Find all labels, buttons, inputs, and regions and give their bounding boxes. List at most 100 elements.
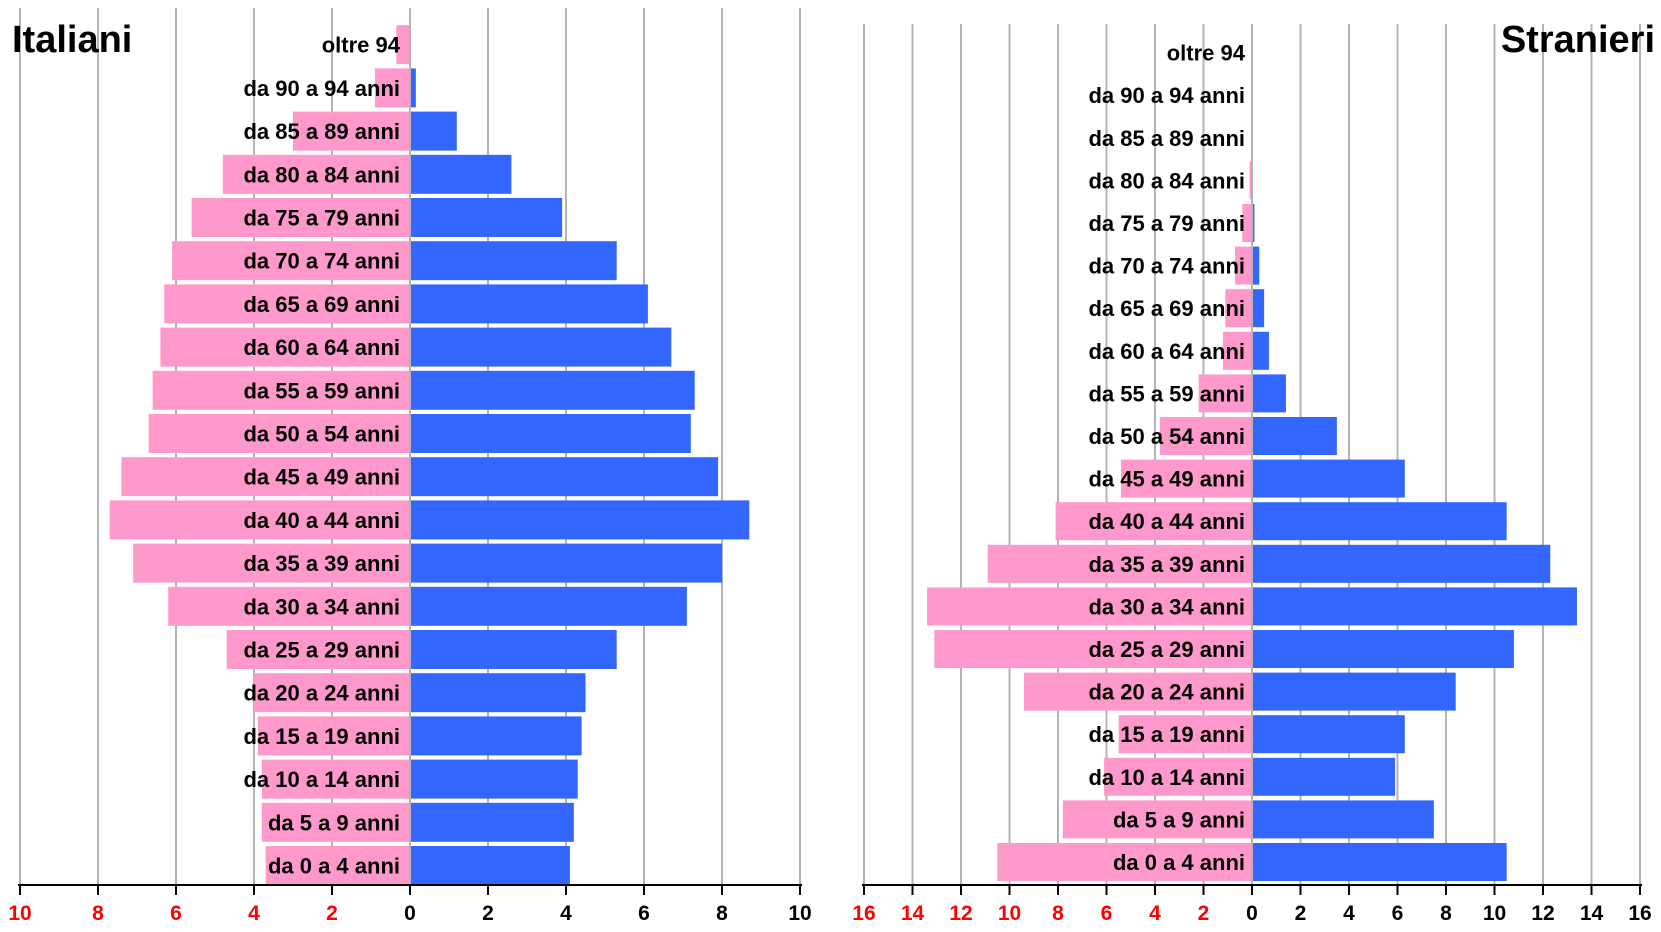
bar-female xyxy=(265,846,409,885)
age-label: da 65 a 69 anni xyxy=(1088,296,1245,321)
bar-female xyxy=(934,630,1251,668)
tick-label: 12 xyxy=(949,902,972,925)
age-label: da 15 a 19 anni xyxy=(1088,722,1245,747)
bar-male xyxy=(1253,630,1514,668)
age-label: da 20 a 24 anni xyxy=(243,681,400,706)
chart-title: Stranieri xyxy=(1501,19,1655,61)
age-label: da 25 a 29 anni xyxy=(243,638,400,663)
bar-female xyxy=(997,843,1251,881)
italiani-pyramid: da 0 a 4 anni da 5 a 9 anni da 10 a 14 ann… xyxy=(8,8,812,925)
bar-male xyxy=(411,370,695,410)
bar-female xyxy=(121,457,410,497)
tick-label: 8 xyxy=(92,902,104,925)
bar-male xyxy=(411,414,691,453)
tick-label: 10 xyxy=(788,902,811,925)
bar-male xyxy=(411,586,687,626)
bar-male xyxy=(1253,459,1405,498)
age-label: da 90 a 94 anni xyxy=(243,76,400,101)
age-label: da 15 a 19 anni xyxy=(243,724,400,749)
age-label: da 40 a 44 anni xyxy=(1088,509,1245,534)
bar-female xyxy=(1118,715,1251,754)
age-label: da 75 a 79 anni xyxy=(243,206,400,231)
bar-female xyxy=(1198,374,1251,413)
tick-label: 8 xyxy=(1440,902,1452,925)
bar-female xyxy=(222,154,409,194)
age-label: da 90 a 94 anni xyxy=(1088,83,1245,108)
bar-male xyxy=(411,457,719,497)
age-label: da 10 a 14 anni xyxy=(1088,765,1245,790)
tick-label: 4 xyxy=(1343,902,1355,925)
tick-label: 16 xyxy=(1628,902,1651,925)
age-label: da 50 a 54 anni xyxy=(1088,424,1245,449)
tick-label: 8 xyxy=(1052,902,1064,925)
bar-female xyxy=(1235,246,1251,285)
bar-male xyxy=(1253,715,1405,754)
bar-male xyxy=(1253,843,1507,881)
bar-female xyxy=(261,802,409,842)
bar-female xyxy=(1062,800,1251,839)
bar-female xyxy=(1121,459,1251,498)
bar-male xyxy=(411,759,578,799)
tick-label: 2 xyxy=(482,902,494,925)
tick-label: 4 xyxy=(1149,902,1161,925)
bar-male xyxy=(1253,502,1507,541)
tick-label: 2 xyxy=(326,902,338,925)
bar-female xyxy=(257,716,409,756)
age-label: da 35 a 39 anni xyxy=(1088,552,1245,577)
bar-female xyxy=(1242,204,1251,242)
age-label: da 10 a 14 anni xyxy=(243,767,400,792)
age-label: da 60 a 64 anni xyxy=(1088,339,1245,364)
tick-label: 14 xyxy=(901,902,925,925)
tick-label: 16 xyxy=(852,902,875,925)
tick-label: 14 xyxy=(1580,902,1604,925)
bar-female xyxy=(1249,161,1251,200)
tick-label: 0 xyxy=(404,902,416,925)
bar-male xyxy=(411,284,648,324)
bar-female xyxy=(261,759,409,799)
tick-label: 6 xyxy=(1392,902,1404,925)
tick-label: 6 xyxy=(1101,902,1113,925)
age-label: da 85 a 89 anni xyxy=(1088,126,1245,151)
bar-male xyxy=(411,241,617,281)
age-label: da 75 a 79 anni xyxy=(1088,211,1245,236)
age-label: da 30 a 34 anni xyxy=(243,594,400,619)
age-label: da 70 a 74 anni xyxy=(1088,254,1245,279)
bar-male xyxy=(411,543,722,583)
age-label: da 55 a 59 anni xyxy=(243,378,400,403)
age-label: da 35 a 39 anni xyxy=(243,551,400,576)
age-label: da 45 a 49 anni xyxy=(1088,467,1245,492)
age-label: da 0 a 4 anni xyxy=(268,854,400,879)
bar-female xyxy=(927,587,1251,626)
tick-label: 10 xyxy=(1483,902,1506,925)
bar-female xyxy=(148,414,409,453)
bar-female xyxy=(1104,757,1251,796)
bar-female xyxy=(1222,331,1251,370)
tick-label: 10 xyxy=(8,902,31,925)
bar-male xyxy=(411,500,750,540)
bar-male xyxy=(1253,587,1577,626)
tick-label: 6 xyxy=(170,902,182,925)
bar-female xyxy=(172,241,409,281)
bar-female xyxy=(109,500,409,540)
age-label: da 25 a 29 anni xyxy=(1088,637,1245,662)
age-label: da 0 a 4 anni xyxy=(1113,850,1245,875)
age-label: da 85 a 89 anni xyxy=(243,119,400,144)
bar-male xyxy=(1253,544,1551,583)
bar-male xyxy=(1253,246,1260,285)
bar-male xyxy=(411,630,617,669)
tick-label: 4 xyxy=(560,902,572,925)
age-label: da 55 a 59 anni xyxy=(1088,381,1245,406)
bar-male xyxy=(411,111,457,151)
bar-female xyxy=(1159,417,1251,455)
bar-female xyxy=(160,327,409,367)
stranieri-pyramid: da 0 a 4 anni da 5 a 9 anni da 10 a 14 ann… xyxy=(852,19,1655,925)
age-label: da 40 a 44 anni xyxy=(243,508,400,533)
age-label: da 45 a 49 anni xyxy=(243,465,400,490)
bar-male xyxy=(411,198,563,237)
bar-female xyxy=(1055,502,1251,541)
bar-female xyxy=(1225,289,1251,328)
tick-label: 10 xyxy=(998,902,1021,925)
tick-label: 12 xyxy=(1531,902,1554,925)
bar-female xyxy=(374,68,409,108)
